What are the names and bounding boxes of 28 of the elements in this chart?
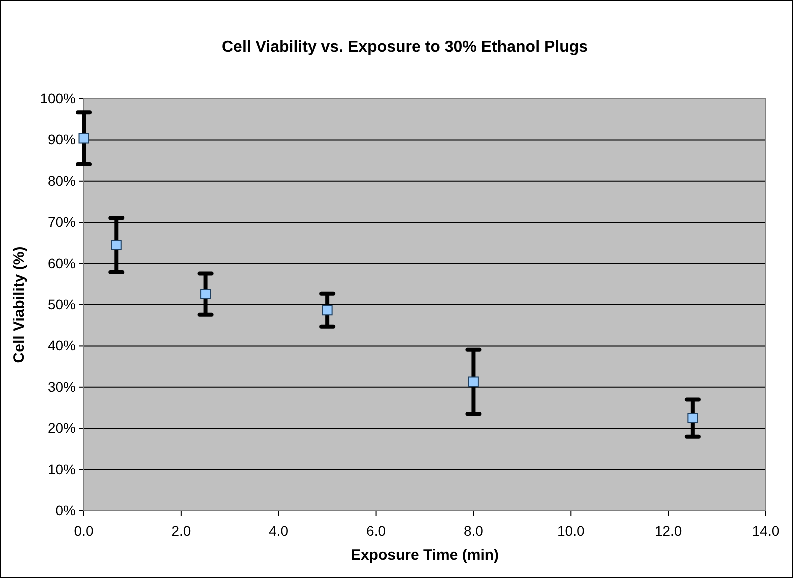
x-tick-label: 12.0 bbox=[654, 522, 682, 539]
y-tick-label: 30% bbox=[48, 378, 76, 395]
x-tick-label: 4.0 bbox=[269, 522, 289, 539]
y-tick-label: 20% bbox=[48, 420, 76, 436]
y-axis-title: Cell Viability (%) bbox=[11, 246, 28, 364]
y-tick-label: 100% bbox=[40, 90, 76, 106]
x-axis-title: Exposure Time (min) bbox=[350, 547, 500, 564]
y-tick-label: 60% bbox=[48, 255, 76, 272]
y-tick-label: 70% bbox=[48, 214, 76, 230]
x-tick-label: 14.0 bbox=[752, 522, 780, 539]
point bbox=[688, 413, 698, 424]
point bbox=[78, 133, 90, 144]
y-tick-label: 0% bbox=[56, 502, 76, 518]
x-tick-label: 6.0 bbox=[366, 522, 386, 539]
y-tick-label: 40% bbox=[48, 338, 76, 354]
y-tick-label: 90% bbox=[48, 132, 76, 148]
y-tick-label: 80% bbox=[48, 172, 76, 189]
x-tick-label: 2.0 bbox=[172, 522, 192, 539]
y-tick-label: 10% bbox=[48, 461, 76, 478]
x-tick-label: 10.0 bbox=[558, 522, 585, 539]
x-tick-label: 0.0 bbox=[74, 522, 94, 539]
chart-title: Cell Viability vs. Exposure to 30% Ethanol Plugs bbox=[222, 39, 588, 56]
point bbox=[468, 376, 479, 388]
x-tick-label: 8.0 bbox=[464, 522, 484, 539]
point bbox=[111, 240, 122, 251]
point bbox=[200, 289, 212, 300]
point bbox=[322, 305, 333, 316]
y-tick-label: 50% bbox=[48, 296, 76, 312]
